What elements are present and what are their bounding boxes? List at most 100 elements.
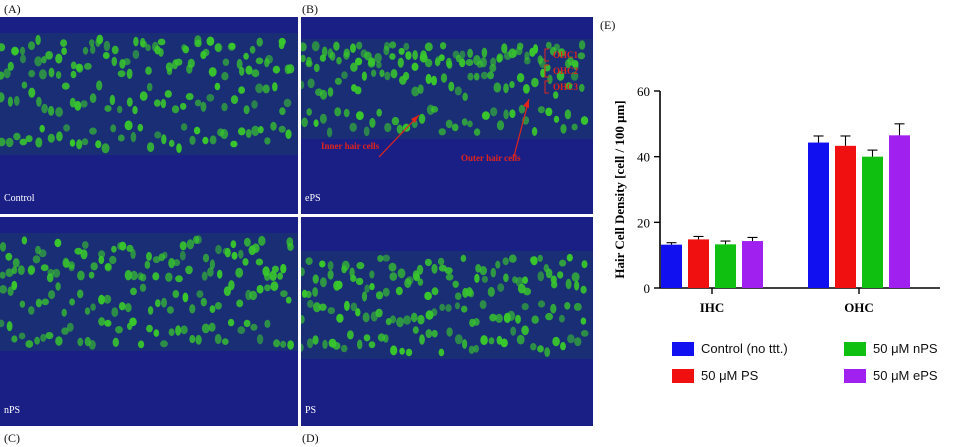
hair-cell-blob xyxy=(258,235,266,246)
hair-cell-blob xyxy=(171,105,180,114)
hair-cell-blob xyxy=(577,52,586,60)
hair-cell-blob xyxy=(395,286,403,296)
hair-cell-blob xyxy=(115,326,123,334)
hair-cell-blob xyxy=(384,122,392,133)
hair-cell-blob xyxy=(90,303,96,311)
hair-cell-blob xyxy=(301,117,308,128)
hair-cell-blob xyxy=(431,287,439,296)
hair-cell-blob xyxy=(130,131,137,143)
hair-cell-blob xyxy=(306,108,312,116)
hair-cell-blob xyxy=(334,107,342,117)
y-tick-label: 0 xyxy=(644,281,651,296)
hair-cell-blob xyxy=(350,302,358,312)
hair-cell-blob xyxy=(200,50,207,60)
hair-cell-blob xyxy=(3,68,11,79)
hair-cell-blob xyxy=(368,341,376,349)
hair-cell-blob xyxy=(550,275,557,284)
hair-cell-blob xyxy=(467,72,474,81)
hair-cell-blob xyxy=(189,335,196,344)
hair-cell-blob xyxy=(62,257,70,268)
hair-cell-blob xyxy=(160,340,168,348)
hair-cell-blob xyxy=(550,303,557,314)
hair-cell-blob xyxy=(489,64,497,73)
hair-cell-blob xyxy=(17,265,25,276)
hair-cell-blob xyxy=(278,125,286,133)
hair-cell-blob xyxy=(40,264,49,272)
hair-cell-blob xyxy=(230,240,237,249)
hair-cell-blob xyxy=(48,67,55,78)
hair-cell-blob xyxy=(389,41,397,49)
hair-cell-blob xyxy=(238,86,246,94)
hair-cell-blob xyxy=(369,117,376,128)
hair-cell-blob xyxy=(45,332,54,340)
hair-cell-blob xyxy=(390,345,398,356)
hair-cell-blob xyxy=(369,283,375,291)
hair-cell-blob xyxy=(452,50,460,59)
hair-cell-blob xyxy=(579,83,585,92)
hair-cell-blob xyxy=(264,137,271,145)
hair-cell-blob xyxy=(270,121,277,131)
hair-cell-blob xyxy=(35,298,43,308)
hair-cell-blob xyxy=(580,285,587,294)
hair-cell-blob xyxy=(195,334,202,345)
hair-cell-blob xyxy=(189,304,196,314)
hair-cell-blob xyxy=(124,120,133,131)
hair-cell-blob xyxy=(39,124,45,133)
hair-cell-blob xyxy=(375,291,384,300)
hair-cell-blob xyxy=(21,236,28,245)
hair-cell-blob xyxy=(103,40,111,52)
hair-cell-blob xyxy=(104,105,112,112)
hair-cell-blob xyxy=(481,111,490,120)
label-ohc1: OHC1 xyxy=(553,50,579,60)
hair-cell-blob xyxy=(0,242,7,252)
hair-cell-blob xyxy=(363,126,370,137)
hair-cell-blob xyxy=(137,272,144,281)
hair-cell-blob xyxy=(557,271,564,279)
hair-cell-blob xyxy=(524,51,530,61)
hair-cell-blob xyxy=(186,239,195,250)
hair-cell-blob xyxy=(222,247,230,255)
bar xyxy=(688,239,709,288)
hair-cell-blob xyxy=(439,303,446,311)
hair-cell-blob xyxy=(245,65,253,75)
hair-cell-blob xyxy=(7,61,14,71)
hair-cell-blob xyxy=(98,250,106,259)
hair-cell-blob xyxy=(104,319,112,327)
hair-cell-blob xyxy=(357,339,363,350)
hair-cell-blob xyxy=(138,340,145,349)
hair-cell-blob xyxy=(350,275,357,282)
hair-cell-blob xyxy=(487,71,494,80)
hair-cell-blob xyxy=(243,52,249,60)
label-outer-hair-cells: Outer hair cells xyxy=(461,153,521,163)
hair-cell-blob xyxy=(40,333,47,342)
hair-cell-blob xyxy=(580,330,589,337)
hair-cell-blob xyxy=(237,127,246,136)
y-tick-label: 60 xyxy=(637,84,650,99)
hair-cell-blob xyxy=(146,251,152,261)
hair-cell-blob xyxy=(54,238,62,248)
hair-cell-blob xyxy=(497,283,505,292)
hair-cell-blob xyxy=(336,313,344,323)
hair-cell-blob xyxy=(208,322,216,332)
annotation-overlay xyxy=(378,48,549,161)
hair-cell-blob xyxy=(570,71,579,81)
hair-cell-blob xyxy=(312,287,318,297)
hair-cell-blob xyxy=(28,87,36,98)
hair-cell-blob xyxy=(180,123,188,131)
hair-cell-blob xyxy=(490,107,498,117)
hair-cell-blob xyxy=(96,80,103,91)
hair-cell-blob xyxy=(369,270,375,279)
hair-cell-blob xyxy=(473,72,480,81)
hair-cell-blob xyxy=(361,71,367,81)
hair-cell-blob xyxy=(55,107,63,117)
hair-cell-blob xyxy=(35,137,43,148)
hair-cell-blob xyxy=(69,139,76,147)
hair-cell-blob xyxy=(193,126,201,135)
y-tick-label: 40 xyxy=(637,150,650,165)
hair-cell-blob xyxy=(488,337,495,345)
label-inner-hair-cells: Inner hair cells xyxy=(321,141,380,151)
hair-cell-blob xyxy=(516,334,525,345)
hair-cell-blob xyxy=(181,44,187,52)
hair-cell-blob xyxy=(306,56,312,66)
hair-cell-blob xyxy=(158,48,164,57)
